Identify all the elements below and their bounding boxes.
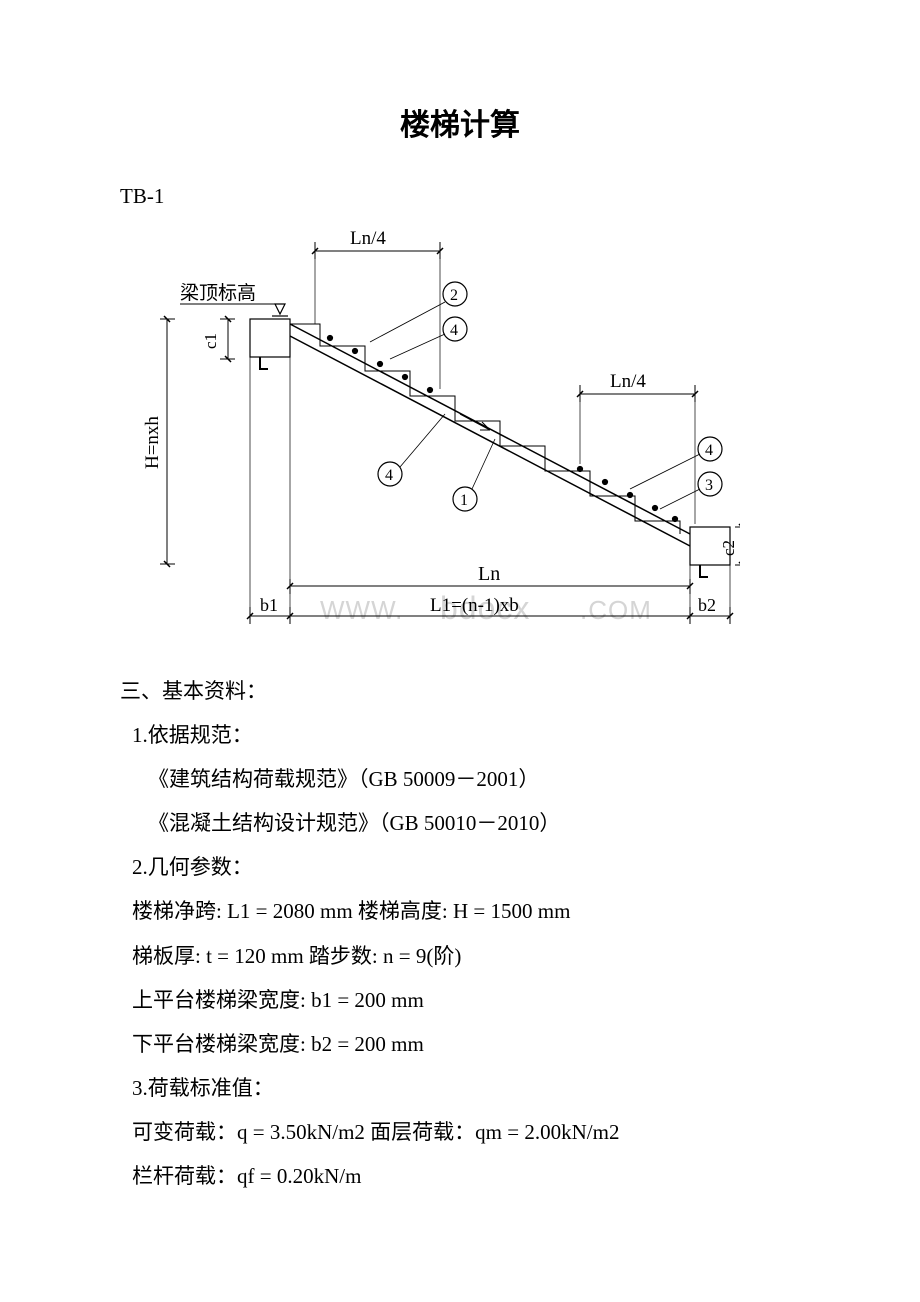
item1-title: 1.依据规范： xyxy=(120,713,800,757)
page-title: 楼梯计算 xyxy=(120,100,800,144)
dim-b2: b2 xyxy=(698,595,716,615)
circle-1: 1 xyxy=(460,492,468,509)
dim-b1: b1 xyxy=(260,595,278,615)
circle-4a: 4 xyxy=(450,322,458,339)
heading-basic: 三、基本资料： xyxy=(120,669,800,713)
watermark-text: .COM xyxy=(580,595,652,625)
item1-line1: 《建筑结构荷载规范》（GB 50009－2001） xyxy=(120,757,800,801)
circle-4b: 4 xyxy=(385,467,393,484)
item3-title: 3.荷载标准值： xyxy=(120,1066,800,1110)
stair-diagram: WWW. bdocx .COM Ln/4 梁顶标高 c1 xyxy=(120,224,800,649)
beam-top-label: 梁顶标高 xyxy=(180,282,256,304)
dim-c1: c1 xyxy=(201,333,220,349)
item2-line4: 下平台楼梯梁宽度: b2 = 200 mm xyxy=(120,1022,800,1066)
dim-ln: Ln xyxy=(478,563,500,585)
circle-4c: 4 xyxy=(705,442,713,459)
item2-title: 2.几何参数： xyxy=(120,845,800,889)
dim-ln4-top: Ln/4 xyxy=(350,228,386,249)
circle-2: 2 xyxy=(450,287,458,304)
item3-line1: 可变荷载：q = 3.50kN/m2 面层荷载：qm = 2.00kN/m2 xyxy=(120,1110,800,1154)
circle-3: 3 xyxy=(705,477,713,494)
dim-ln4-right: Ln/4 xyxy=(610,371,646,392)
item2-line2: 梯板厚: t = 120 mm 踏步数: n = 9(阶) xyxy=(120,934,800,978)
item1-line2: 《混凝土结构设计规范》（GB 50010－2010） xyxy=(120,801,800,845)
dim-l1: L1=(n-1)xb xyxy=(430,595,519,616)
item2-line3: 上平台楼梯梁宽度: b1 = 200 mm xyxy=(120,978,800,1022)
dim-h: H=nxh xyxy=(142,416,163,469)
dim-c2: c2 xyxy=(719,540,738,556)
item3-line2: 栏杆荷载：qf = 0.20kN/m xyxy=(120,1154,800,1198)
item2-line1: 楼梯净跨: L1 = 2080 mm 楼梯高度: H = 1500 mm xyxy=(120,889,800,933)
watermark-text: WWW. xyxy=(320,595,403,625)
section-label: TB-1 xyxy=(120,184,800,209)
